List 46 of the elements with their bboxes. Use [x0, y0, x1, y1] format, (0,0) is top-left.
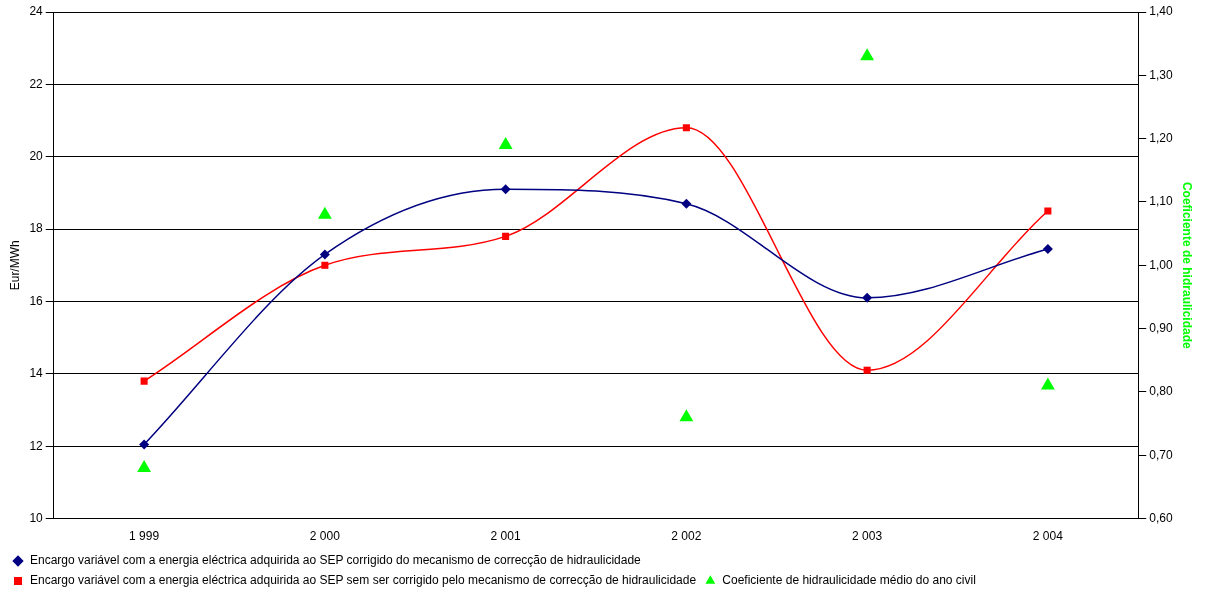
point	[139, 439, 150, 450]
y-tick-label: 16	[29, 293, 44, 308]
point	[317, 206, 332, 219]
y-tick-label: 22	[29, 76, 44, 91]
x-tick-label: 2 000	[309, 529, 341, 544]
point	[1044, 207, 1052, 215]
y2-tick-label: 1,00	[1149, 257, 1173, 272]
y2-tick-label: 0,80	[1149, 384, 1173, 399]
point	[1042, 244, 1053, 255]
x-tick-label: 2 003	[852, 529, 883, 544]
y-tick-label: 14	[29, 366, 44, 381]
point	[679, 409, 694, 422]
point	[500, 184, 511, 195]
y2-tick-label: 0,60	[1149, 510, 1173, 525]
x-tick-label: 2 001	[490, 529, 521, 544]
point	[319, 249, 330, 260]
point	[863, 366, 871, 374]
point	[682, 124, 690, 132]
y-tick-label: 12	[29, 438, 44, 453]
legend-label: Encargo variável com a energia eléctrica adquirida ao SEP corrigido do mecanismo de correcção de hidraulicidade	[30, 553, 642, 568]
point	[137, 459, 152, 472]
point	[140, 377, 148, 385]
y2-tick-label: 1,10	[1149, 194, 1173, 209]
y-tick-label: 24	[29, 4, 44, 19]
y2-tick-label: 0,90	[1149, 320, 1173, 335]
y2-tick-label: 0,70	[1149, 447, 1173, 462]
legend-label: Encargo variável com a energia eléctrica adquirida ao SEP sem ser corrigido pelo mecanismo de correcção de hidraulicidade	[30, 573, 697, 588]
point	[860, 48, 875, 61]
x-tick-label: 1 999	[129, 529, 160, 544]
point	[862, 292, 873, 303]
x-tick-label: 2 004	[1032, 529, 1064, 544]
legend-label: Coeficiente de hidraulicidade médio do ano civil	[722, 573, 976, 588]
y2-tick-label: 1,30	[1149, 67, 1173, 82]
point	[502, 232, 510, 240]
y2-tick-label: 1,20	[1149, 130, 1173, 145]
point	[681, 198, 692, 209]
y-axis-title: Eur/MWh	[7, 240, 22, 291]
point	[498, 136, 513, 149]
x-tick-label: 2 002	[671, 529, 702, 544]
y-tick-label: 10	[29, 510, 44, 525]
y2-axis-title: Coeficiente de hidraulicidade	[1180, 181, 1195, 349]
y-tick-label: 18	[29, 221, 44, 236]
y2-tick-label: 1,40	[1149, 4, 1173, 19]
point	[1040, 377, 1055, 390]
point	[321, 261, 329, 269]
y-tick-label: 20	[29, 149, 44, 164]
